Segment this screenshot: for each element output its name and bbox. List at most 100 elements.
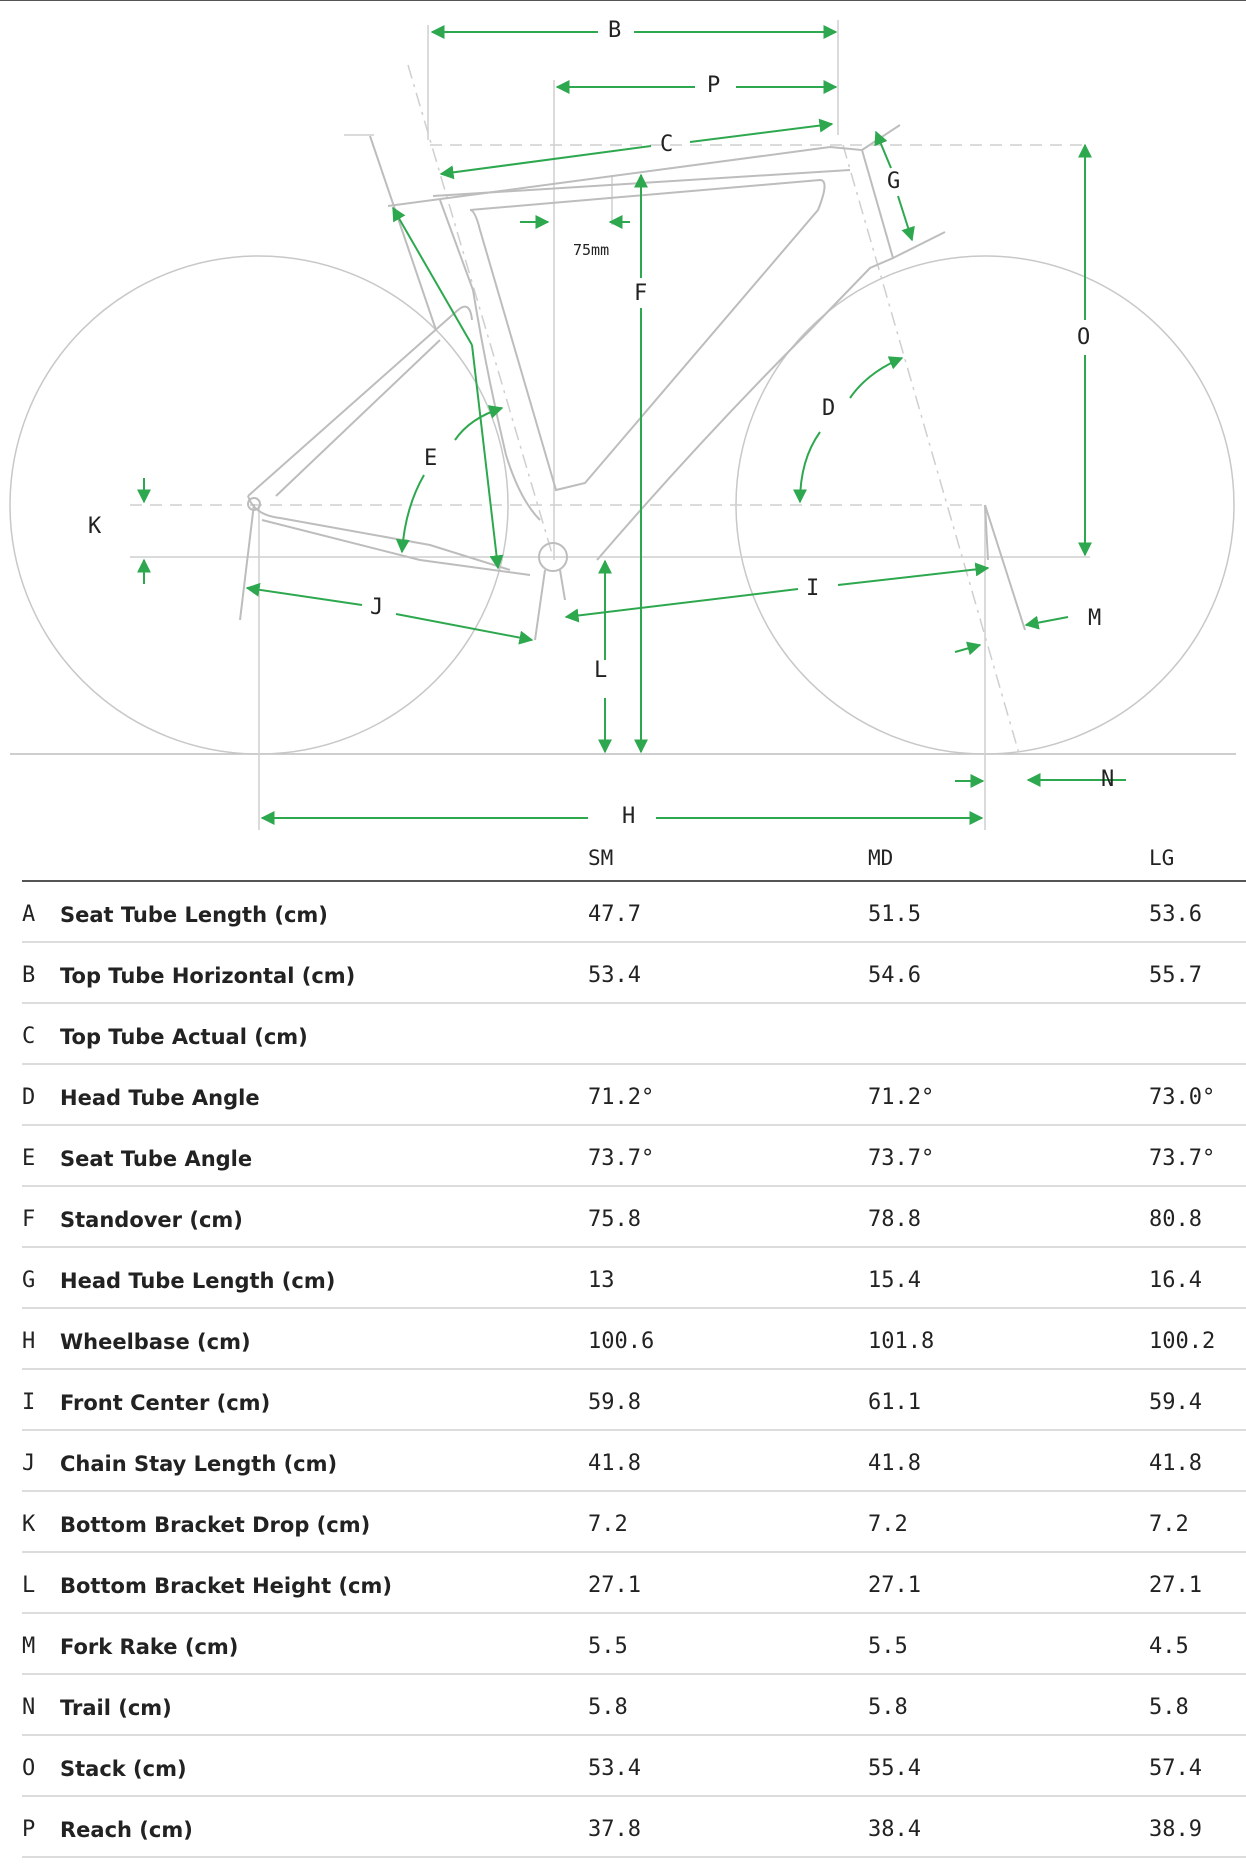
- row-value-md: 54.6: [868, 963, 921, 988]
- row-value-lg: 27.1: [1149, 1573, 1202, 1598]
- row-letter: N: [22, 1695, 36, 1720]
- row-letter: A: [22, 902, 36, 927]
- row-measurement-name: Bottom Bracket Drop (cm): [60, 1513, 371, 1537]
- label-P: P: [707, 73, 720, 98]
- row-value-sm: 53.4: [588, 1756, 641, 1781]
- row-measurement-name: Top Tube Horizontal (cm): [60, 964, 356, 988]
- row-value-sm: 41.8: [588, 1451, 641, 1476]
- row-value-sm: 37.8: [588, 1817, 641, 1842]
- row-letter: I: [22, 1390, 36, 1415]
- row-letter: H: [22, 1329, 36, 1354]
- column-header-md: MD: [868, 846, 894, 870]
- row-value-lg: 38.9: [1149, 1817, 1202, 1842]
- row-measurement-name: Top Tube Actual (cm): [60, 1025, 308, 1049]
- row-value-lg: 100.2: [1149, 1329, 1216, 1354]
- row-value-lg: 16.4: [1149, 1268, 1202, 1293]
- column-header-lg: LG: [1149, 846, 1175, 870]
- table-row: G Head Tube Length (cm) 13 15.4 16.4: [22, 1248, 1246, 1309]
- row-letter: K: [22, 1512, 36, 1537]
- table-header: SM MD LG: [22, 842, 1246, 882]
- label-H: H: [622, 804, 635, 829]
- row-letter: O: [22, 1756, 36, 1781]
- row-measurement-name: Bottom Bracket Height (cm): [60, 1574, 392, 1598]
- row-value-md: 78.8: [868, 1207, 921, 1232]
- row-value-sm: 5.5: [588, 1634, 628, 1659]
- row-letter: E: [22, 1146, 36, 1171]
- reference-lines: [130, 20, 1090, 830]
- table-row: C Top Tube Actual (cm): [22, 1004, 1246, 1065]
- row-measurement-name: Wheelbase (cm): [60, 1330, 251, 1354]
- row-value-lg: 7.2: [1149, 1512, 1189, 1537]
- row-value-md: 55.4: [868, 1756, 921, 1781]
- row-value-sm: 13: [588, 1268, 615, 1293]
- label-I: I: [806, 576, 819, 601]
- row-value-md: 73.7°: [868, 1146, 935, 1171]
- row-letter: C: [22, 1024, 36, 1049]
- measurement-arrows: [137, 25, 1126, 825]
- row-value-lg: 41.8: [1149, 1451, 1202, 1476]
- row-letter: D: [22, 1085, 36, 1110]
- row-value-lg: 5.8: [1149, 1695, 1189, 1720]
- geometry-table: SM MD LG A Seat Tube Length (cm) 47.7 51.5 5…: [22, 842, 1246, 1858]
- table-row: K Bottom Bracket Drop (cm) 7.2 7.2 7.2: [22, 1492, 1246, 1553]
- row-letter: P: [22, 1817, 36, 1842]
- row-measurement-name: Seat Tube Length (cm): [60, 903, 328, 927]
- row-letter: L: [22, 1573, 36, 1598]
- row-value-md: 51.5: [868, 902, 921, 927]
- row-value-md: 38.4: [868, 1817, 921, 1842]
- row-measurement-name: Head Tube Angle: [60, 1086, 260, 1110]
- table-body: A Seat Tube Length (cm) 47.7 51.5 53.6 B Top T…: [22, 882, 1246, 1858]
- table-row: I Front Center (cm) 59.8 61.1 59.4: [22, 1370, 1246, 1431]
- label-75mm: 75mm: [573, 241, 609, 259]
- row-value-md: 15.4: [868, 1268, 921, 1293]
- row-value-md: 101.8: [868, 1329, 935, 1354]
- table-row: O Stack (cm) 53.4 55.4 57.4: [22, 1736, 1246, 1797]
- label-D: D: [822, 396, 835, 421]
- row-value-md: 41.8: [868, 1451, 921, 1476]
- label-N: N: [1101, 767, 1114, 792]
- table-row: M Fork Rake (cm) 5.5 5.5 4.5: [22, 1614, 1246, 1675]
- label-L: L: [594, 658, 607, 683]
- row-measurement-name: Reach (cm): [60, 1818, 193, 1842]
- table-row: J Chain Stay Length (cm) 41.8 41.8 41.8: [22, 1431, 1246, 1492]
- table-row: D Head Tube Angle 71.2° 71.2° 73.0°: [22, 1065, 1246, 1126]
- table-row: N Trail (cm) 5.8 5.8 5.8: [22, 1675, 1246, 1736]
- row-measurement-name: Front Center (cm): [60, 1391, 271, 1415]
- row-value-md: 5.5: [868, 1634, 908, 1659]
- row-value-md: 61.1: [868, 1390, 921, 1415]
- row-measurement-name: Head Tube Length (cm): [60, 1269, 336, 1293]
- row-measurement-name: Fork Rake (cm): [60, 1635, 239, 1659]
- row-letter: B: [22, 963, 36, 988]
- row-value-sm: 73.7°: [588, 1146, 655, 1171]
- row-measurement-name: Stack (cm): [60, 1757, 187, 1781]
- label-F: F: [634, 281, 647, 306]
- row-value-lg: 55.7: [1149, 963, 1202, 988]
- row-letter: J: [22, 1451, 36, 1476]
- row-value-lg: 73.7°: [1149, 1146, 1216, 1171]
- row-value-lg: 59.4: [1149, 1390, 1202, 1415]
- table-row: E Seat Tube Angle 73.7° 73.7° 73.7°: [22, 1126, 1246, 1187]
- table-row: P Reach (cm) 37.8 38.4 38.9: [22, 1797, 1246, 1858]
- table-row: B Top Tube Horizontal (cm) 53.4 54.6 55.7: [22, 943, 1246, 1004]
- row-value-sm: 7.2: [588, 1512, 628, 1537]
- row-value-lg: 80.8: [1149, 1207, 1202, 1232]
- row-value-sm: 53.4: [588, 963, 641, 988]
- label-G: G: [887, 169, 900, 194]
- column-header-sm: SM: [588, 846, 614, 870]
- row-measurement-name: Seat Tube Angle: [60, 1147, 253, 1171]
- top-border: [0, 0, 1246, 1]
- label-E: E: [424, 446, 437, 471]
- label-M: M: [1088, 606, 1101, 631]
- row-value-md: 71.2°: [868, 1085, 935, 1110]
- table-row: H Wheelbase (cm) 100.6 101.8 100.2: [22, 1309, 1246, 1370]
- label-B: B: [608, 18, 621, 43]
- bike-geometry-diagram: B P C G O F 75mm D E K J I L M N H: [9, 18, 1236, 830]
- row-value-sm: 47.7: [588, 902, 641, 927]
- row-value-sm: 59.8: [588, 1390, 641, 1415]
- row-value-lg: 57.4: [1149, 1756, 1202, 1781]
- label-J: J: [370, 595, 383, 620]
- row-value-lg: 4.5: [1149, 1634, 1189, 1659]
- row-value-lg: 73.0°: [1149, 1085, 1216, 1110]
- row-value-sm: 5.8: [588, 1695, 628, 1720]
- label-K: K: [88, 514, 102, 539]
